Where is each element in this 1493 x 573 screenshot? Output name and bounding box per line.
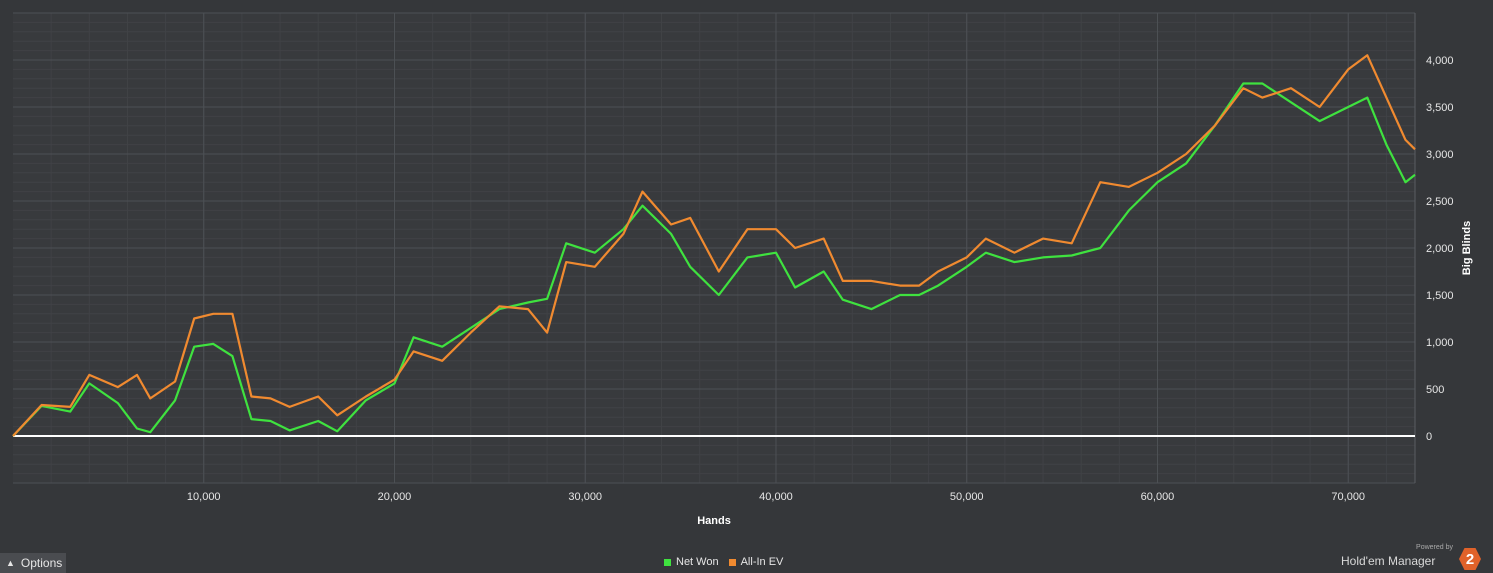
x-axis-ticks: 10,000 20,000 30,000 40,000 50,000 60,000 70,0… [187,491,1365,503]
brand-name: Hold'em Manager [1341,554,1436,568]
legend: Net Won All-In EV [664,556,783,568]
y-tick-label: 3,500 [1426,102,1454,114]
y-tick-label: 2,000 [1426,243,1454,255]
options-button[interactable]: ▲ Options [0,553,66,573]
powered-by-text: Powered by [1416,544,1453,551]
series-line-net-won [12,82,1416,437]
x-tick-label: 60,000 [1141,491,1175,503]
y-tick-label: 500 [1426,384,1444,396]
legend-item-net-won[interactable]: Net Won [664,556,719,568]
x-axis-title: Hands [697,515,731,527]
y-tick-label: 1,500 [1426,290,1454,302]
x-tick-label: 10,000 [187,491,221,503]
brand-logo-icon: 2 [1459,548,1481,570]
legend-swatch-net-won [664,558,671,566]
series-line-all-in-ev [12,54,1416,437]
brand-logo-block: Powered by Hold'em Manager 2 [1341,544,1481,572]
x-tick-label: 40,000 [759,491,793,503]
legend-label-net-won: Net Won [676,556,719,568]
y-axis-title: Big Blinds [1461,221,1473,275]
y-tick-label: 4,000 [1426,55,1454,67]
legend-label-all-in-ev: All-In EV [740,556,784,568]
x-tick-label: 50,000 [950,491,984,503]
y-tick-label: 2,500 [1426,196,1454,208]
series-layer [12,54,1416,437]
x-tick-label: 30,000 [568,491,602,503]
chevron-up-icon: ▲ [6,558,15,568]
x-tick-label: 20,000 [378,491,412,503]
y-tick-label: 3,000 [1426,149,1454,161]
options-label: Options [20,556,63,570]
x-tick-label: 70,000 [1331,491,1365,503]
y-tick-label: 1,000 [1426,337,1454,349]
legend-swatch-all-in-ev [728,558,736,566]
y-tick-label: 0 [1426,431,1432,443]
legend-item-all-in-ev[interactable]: All-In EV [728,556,784,568]
y-axis-ticks: 0 500 1,000 1,500 2,000 2,500 3,000 3,500 4,000 [1426,55,1454,443]
